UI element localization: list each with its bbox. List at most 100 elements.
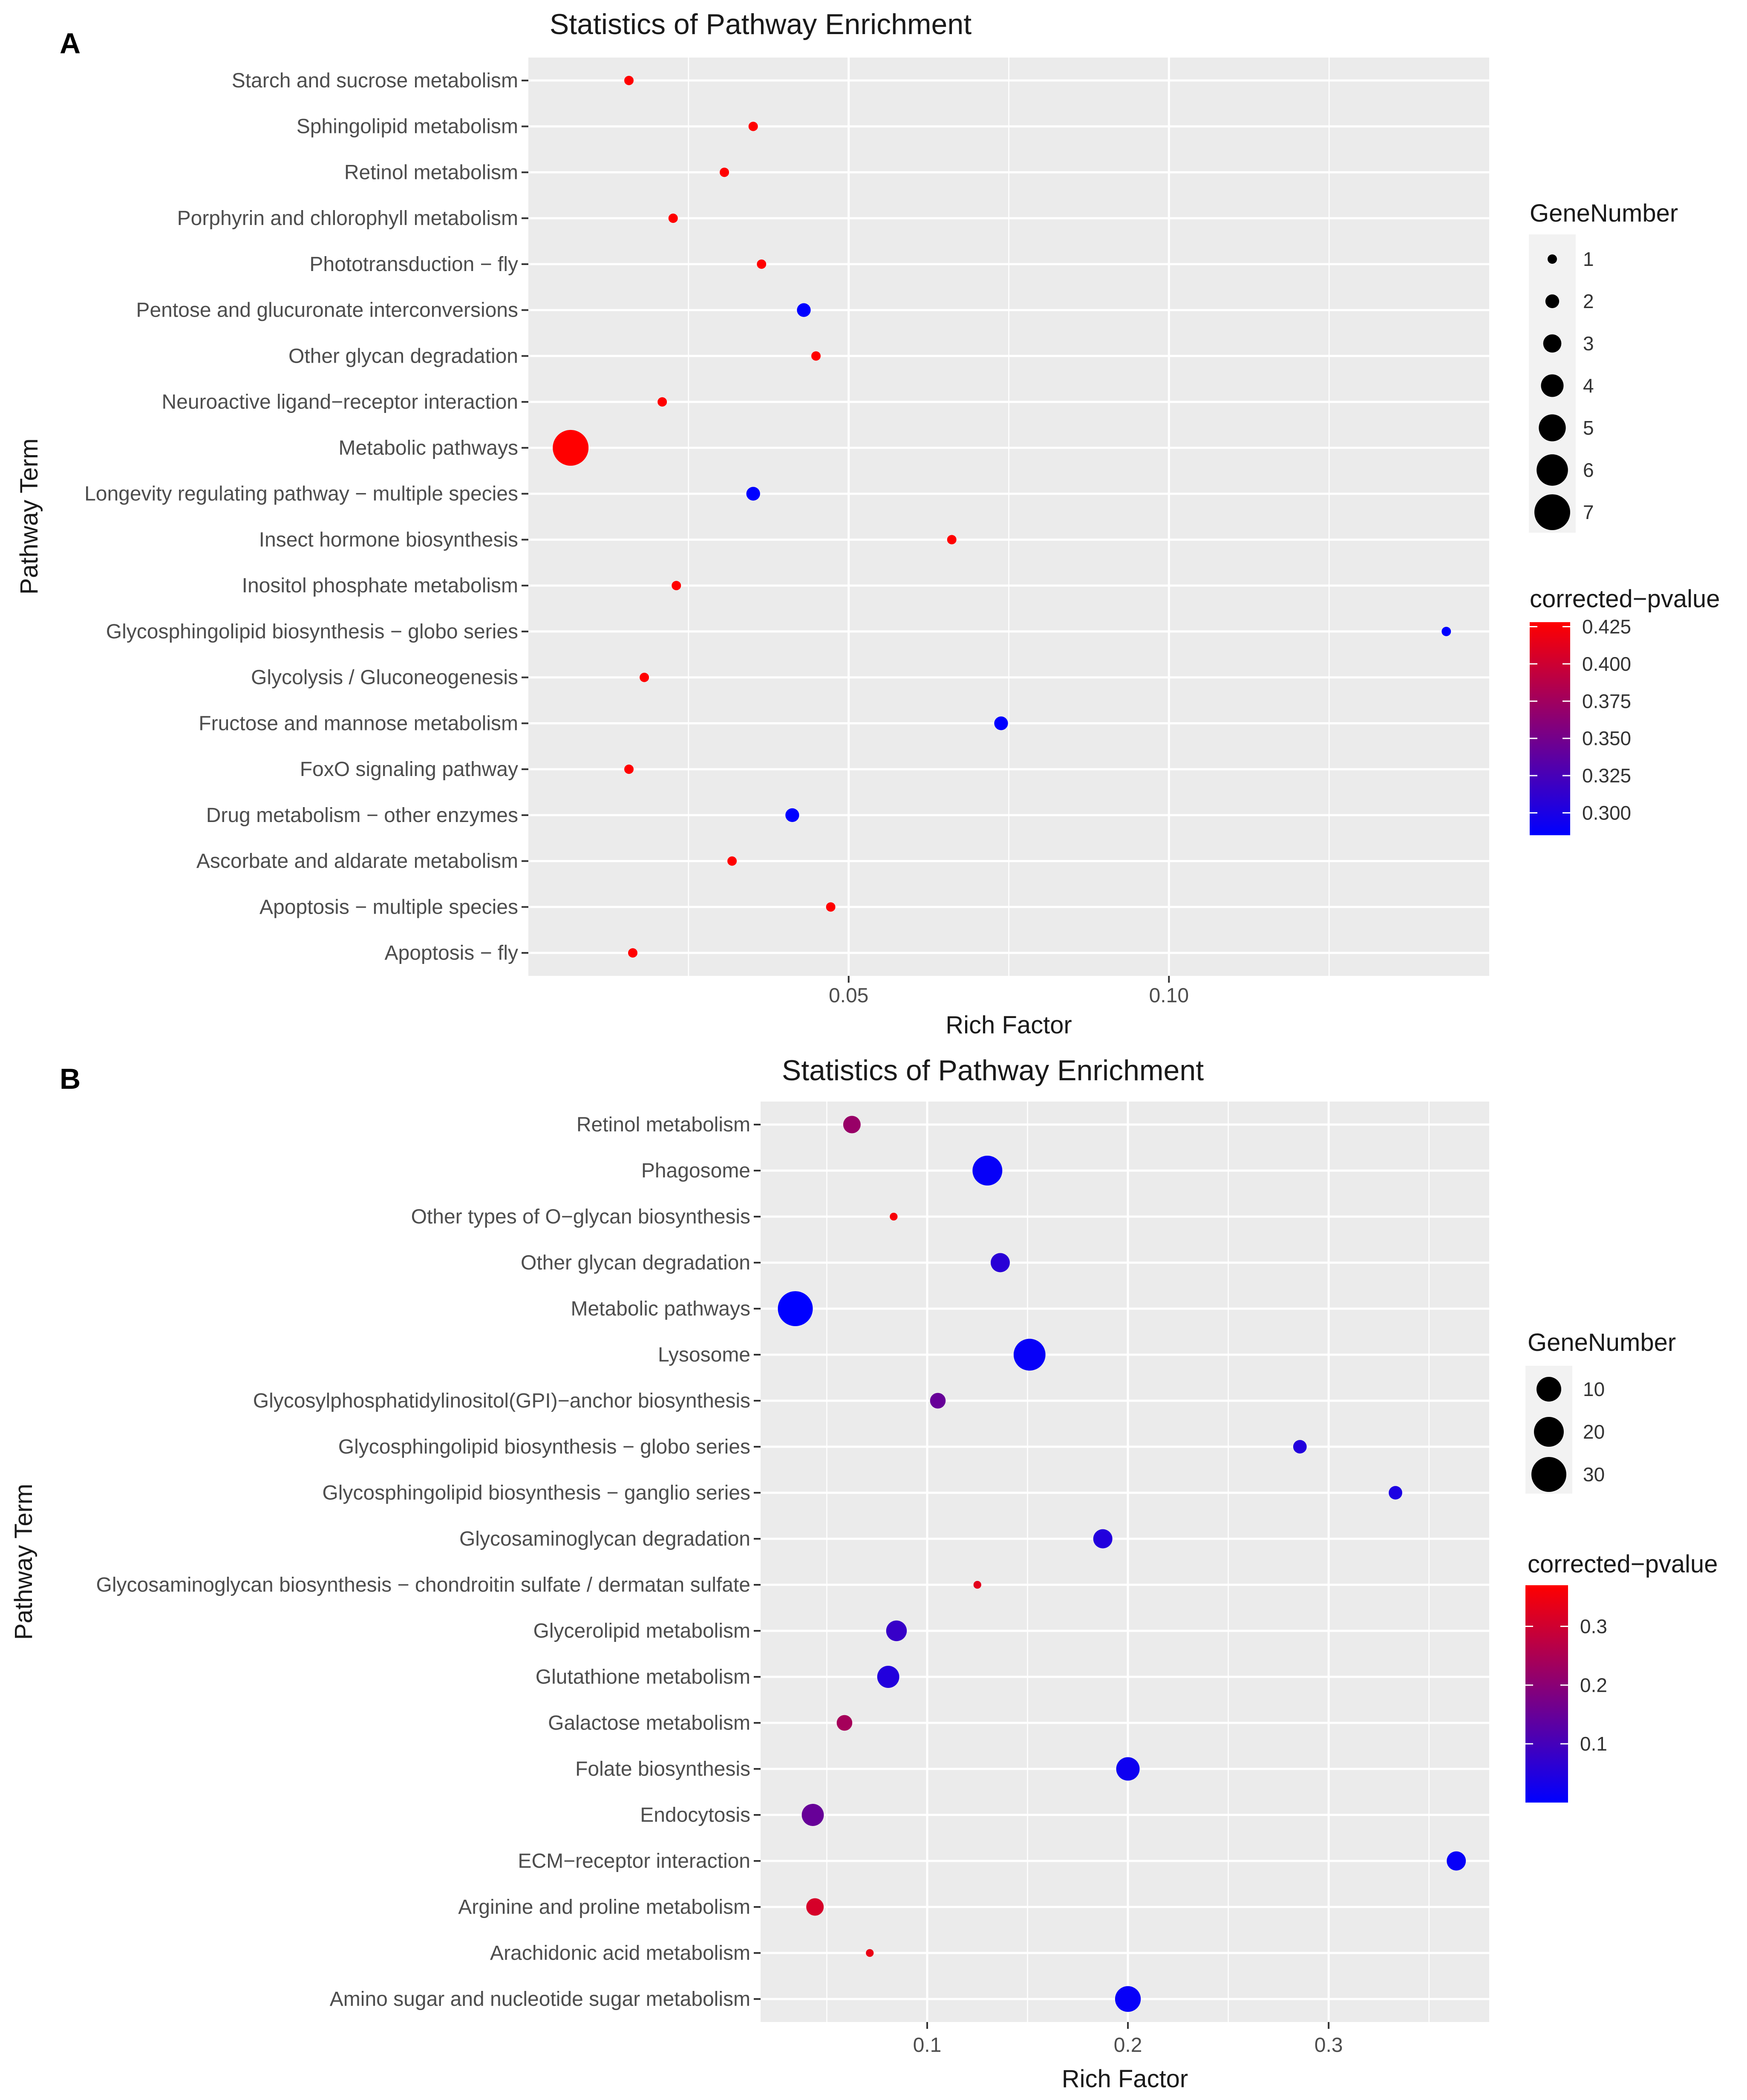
- color-legend-label: 0.2: [1580, 1674, 1607, 1696]
- size-legend-label: 30: [1583, 1463, 1605, 1486]
- x-tick-label: 0.2: [1114, 2034, 1142, 2057]
- color-legend-title: corrected−pvalue: [1530, 585, 1720, 613]
- data-point: [657, 397, 667, 407]
- chart-title: Statistics of Pathway Enrichment: [782, 1054, 1204, 1087]
- data-point: [672, 581, 681, 591]
- size-legend-swatch: [1537, 1377, 1561, 1402]
- size-legend-swatch: [1539, 414, 1566, 441]
- data-point: [801, 1804, 824, 1826]
- y-tick-label: Arginine and proline metabolism: [458, 1896, 750, 1918]
- color-legend-label: 0.3: [1580, 1615, 1607, 1637]
- color-legend-label: 0.375: [1582, 690, 1631, 712]
- size-legend-swatch: [1534, 494, 1570, 530]
- data-point: [720, 167, 729, 177]
- size-legend-label: 3: [1583, 332, 1594, 355]
- y-tick-label: Glycosaminoglycan biosynthesis − chondro…: [96, 1574, 750, 1596]
- color-legend-label: 0.300: [1582, 802, 1631, 824]
- y-axis-title: Pathway Term: [15, 438, 43, 594]
- data-point: [877, 1666, 899, 1688]
- y-tick-label: Glycerolipid metabolism: [533, 1620, 750, 1642]
- size-legend-swatch: [1545, 294, 1560, 309]
- data-point: [843, 1116, 861, 1134]
- chart-title: Statistics of Pathway Enrichment: [550, 8, 972, 40]
- data-point: [1093, 1529, 1113, 1549]
- size-legend-swatch: [1537, 454, 1568, 486]
- data-point: [797, 303, 811, 317]
- data-point: [811, 351, 821, 361]
- y-tick-label: Arachidonic acid metabolism: [490, 1942, 750, 1964]
- y-tick-label: Ascorbate and aldarate metabolism: [196, 850, 518, 873]
- color-legend-title: corrected−pvalue: [1528, 1550, 1718, 1578]
- plot-background: [761, 1102, 1489, 2022]
- y-tick-label: Galactose metabolism: [548, 1712, 750, 1734]
- data-point: [748, 121, 758, 131]
- data-point: [994, 716, 1008, 730]
- data-point: [930, 1393, 946, 1409]
- panel-label: A: [60, 27, 81, 60]
- data-point: [1389, 1486, 1402, 1500]
- data-point: [778, 1291, 813, 1326]
- y-tick-label: Retinol metabolism: [344, 161, 518, 184]
- color-legend-bar: [1530, 622, 1570, 835]
- y-tick-label: Sphingolipid metabolism: [297, 115, 518, 138]
- data-point: [624, 75, 634, 85]
- color-legend-label: 0.1: [1580, 1733, 1607, 1755]
- data-point: [826, 902, 836, 912]
- data-point: [1013, 1338, 1046, 1371]
- x-tick-label: 0.1: [913, 2034, 942, 2057]
- y-tick-label: Pentose and glucuronate interconversions: [136, 299, 518, 322]
- data-point: [640, 672, 649, 682]
- size-legend-title: GeneNumber: [1528, 1329, 1676, 1356]
- data-point: [553, 430, 589, 466]
- color-legend-label: 0.325: [1582, 764, 1631, 787]
- size-legend-label: 10: [1583, 1378, 1605, 1400]
- data-point: [806, 1898, 824, 1916]
- size-legend-swatch: [1543, 334, 1562, 353]
- y-tick-label: Lysosome: [658, 1344, 750, 1366]
- data-point: [973, 1581, 981, 1589]
- panel-label: B: [60, 1063, 81, 1095]
- y-tick-label: Retinol metabolism: [577, 1113, 750, 1136]
- y-tick-label: Endocytosis: [640, 1804, 750, 1826]
- size-legend-swatch: [1548, 254, 1557, 264]
- data-point: [990, 1253, 1010, 1272]
- y-tick-label: Neuroactive ligand−receptor interaction: [162, 391, 518, 413]
- y-tick-label: Drug metabolism − other enzymes: [206, 804, 518, 827]
- data-point: [628, 948, 638, 958]
- x-axis-title: Rich Factor: [946, 1011, 1072, 1039]
- y-tick-label: Apoptosis − multiple species: [259, 896, 518, 918]
- x-axis-title: Rich Factor: [1062, 2065, 1188, 2093]
- y-tick-label: Porphyrin and chlorophyll metabolism: [177, 207, 518, 230]
- size-legend-swatch: [1541, 374, 1564, 397]
- data-point: [947, 535, 957, 545]
- y-tick-label: Glycosaminoglycan degradation: [459, 1528, 750, 1550]
- data-point: [890, 1212, 898, 1221]
- x-tick-label: 0.3: [1315, 2034, 1343, 2057]
- chart-panel-b: B Statistics of Pathway Enrichment Retinol…: [10, 1054, 1718, 2093]
- color-legend-label: 0.350: [1582, 727, 1631, 750]
- size-legend-label: 5: [1583, 417, 1594, 439]
- y-tick-label: Glycosphingolipid biosynthesis − globo s…: [106, 620, 518, 643]
- y-tick-label: Inositol phosphate metabolism: [242, 574, 518, 597]
- data-point: [1441, 626, 1451, 636]
- y-tick-label: Other glycan degradation: [521, 1252, 750, 1274]
- chart-panel-a: A Statistics of Pathway Enrichment Starch …: [15, 8, 1720, 1039]
- y-tick-label: Glycolysis / Gluconeogenesis: [251, 666, 518, 689]
- size-legend-title: GeneNumber: [1530, 199, 1678, 227]
- y-tick-label: Apoptosis − fly: [385, 942, 519, 964]
- y-tick-label: Metabolic pathways: [571, 1298, 750, 1320]
- x-tick-label: 0.10: [1149, 984, 1189, 1007]
- data-point: [727, 856, 737, 866]
- y-tick-label: Glutathione metabolism: [536, 1666, 750, 1688]
- size-legend-swatch: [1531, 1457, 1566, 1492]
- data-point: [866, 1949, 874, 1957]
- data-point: [785, 808, 799, 822]
- data-point: [1293, 1440, 1307, 1454]
- size-legend-swatch: [1534, 1417, 1564, 1447]
- x-tick-label: 0.05: [829, 984, 868, 1007]
- data-point: [886, 1620, 907, 1641]
- data-point: [972, 1156, 1003, 1186]
- y-tick-label: Phototransduction − fly: [309, 253, 518, 276]
- color-legend-label: 0.425: [1582, 615, 1631, 638]
- y-tick-label: Other glycan degradation: [288, 345, 518, 367]
